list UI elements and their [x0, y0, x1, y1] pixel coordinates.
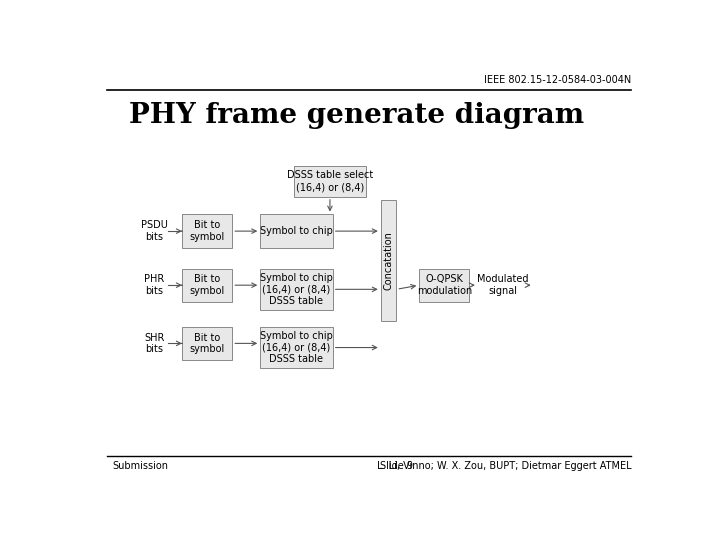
Text: Modulated
signal: Modulated signal [477, 274, 528, 296]
FancyBboxPatch shape [182, 268, 233, 302]
Text: DSSS table select
(16,4) or (8,4): DSSS table select (16,4) or (8,4) [287, 171, 373, 192]
Text: PHR
bits: PHR bits [144, 274, 164, 296]
FancyBboxPatch shape [182, 327, 233, 360]
FancyBboxPatch shape [419, 268, 469, 302]
Text: Bit to
symbol: Bit to symbol [189, 220, 225, 242]
Text: SHR
bits: SHR bits [144, 333, 164, 354]
FancyBboxPatch shape [182, 214, 233, 248]
Text: IEEE 802.15-12-0584-03-004N: IEEE 802.15-12-0584-03-004N [484, 75, 631, 85]
Text: Symbol to chip: Symbol to chip [260, 226, 333, 236]
FancyBboxPatch shape [294, 166, 366, 197]
Text: Symbol to chip
(16,4) or (8,4)
DSSS table: Symbol to chip (16,4) or (8,4) DSSS tabl… [260, 273, 333, 306]
Text: Submission: Submission [112, 461, 168, 471]
Text: Bit to
symbol: Bit to symbol [189, 274, 225, 296]
Text: PSDU
bits: PSDU bits [140, 220, 168, 242]
Text: L. Li, Vinno; W. X. Zou, BUPT; Dietmar Eggert ATMEL: L. Li, Vinno; W. X. Zou, BUPT; Dietmar E… [377, 461, 631, 471]
Text: O-QPSK
modulation: O-QPSK modulation [417, 274, 472, 296]
Text: Symbol to chip
(16,4) or (8,4)
DSSS table: Symbol to chip (16,4) or (8,4) DSSS tabl… [260, 331, 333, 364]
Text: PHY frame generate diagram: PHY frame generate diagram [129, 102, 584, 129]
FancyBboxPatch shape [260, 214, 333, 248]
FancyBboxPatch shape [260, 327, 333, 368]
Text: Slide 9: Slide 9 [380, 461, 413, 471]
Text: Concatation: Concatation [384, 231, 394, 289]
FancyBboxPatch shape [381, 200, 396, 321]
FancyBboxPatch shape [260, 268, 333, 310]
Text: Bit to
symbol: Bit to symbol [189, 333, 225, 354]
